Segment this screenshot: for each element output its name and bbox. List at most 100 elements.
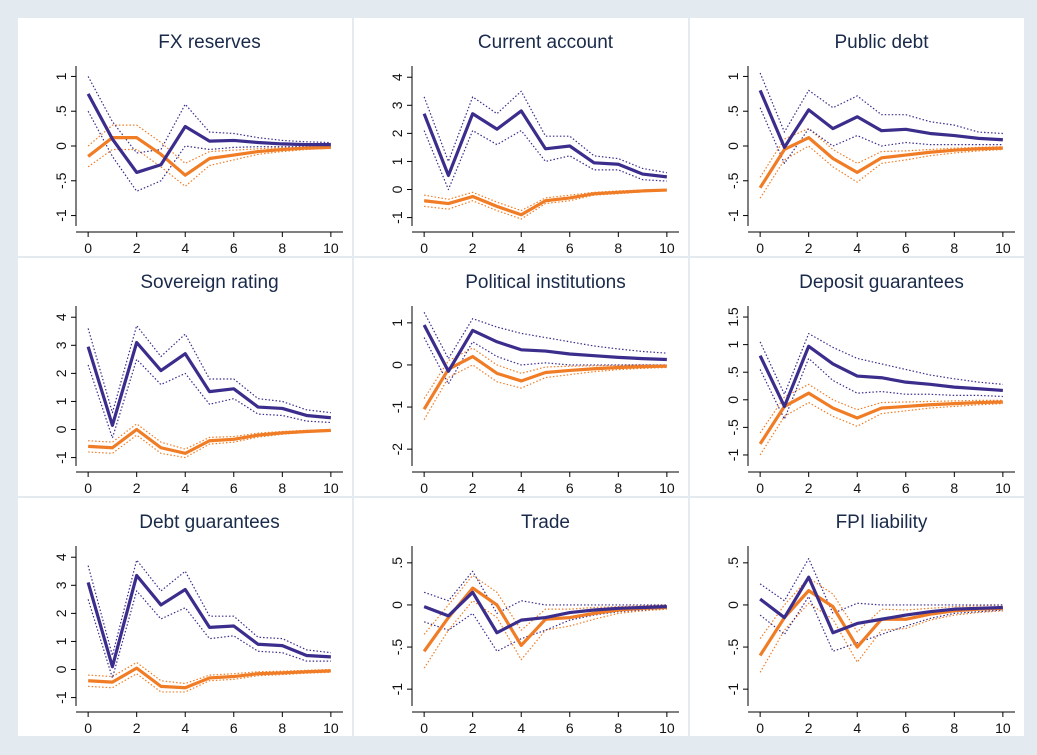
y-tick-label: -1 — [389, 401, 405, 414]
x-tick-label: 2 — [469, 720, 477, 736]
x-tick-label: 10 — [659, 720, 675, 736]
y-tick-label: 0 — [389, 361, 405, 369]
band-line — [88, 423, 331, 450]
x-tick-label: 0 — [84, 720, 92, 736]
x-tick-label: 0 — [420, 720, 428, 736]
x-tick-label: 10 — [659, 240, 675, 256]
y-tick-label: 2 — [53, 609, 69, 617]
x-tick-label: 8 — [614, 240, 622, 256]
panel-background — [354, 258, 688, 496]
response-line — [422, 324, 667, 373]
x-tick-label: 2 — [469, 480, 477, 496]
response-line — [423, 188, 667, 217]
y-tick-label: 0 — [53, 665, 69, 673]
y-tick-label: 2 — [53, 369, 69, 377]
x-tick-label: 8 — [278, 480, 286, 496]
band-line — [87, 76, 331, 154]
panel: FPI liability -1 -.5 0 .5 0 2 4 6 8 10 — [690, 498, 1024, 736]
x-tick-label: 0 — [756, 720, 764, 736]
x-tick-label: 2 — [133, 240, 141, 256]
band-line — [87, 559, 331, 657]
x-tick-label: 6 — [230, 720, 238, 736]
x-tick-label: 6 — [902, 240, 910, 256]
x-tick-label: 4 — [517, 720, 525, 736]
band-line — [423, 337, 667, 385]
y-tick-label: 4 — [53, 313, 69, 321]
x-tick-label: 0 — [756, 240, 764, 256]
x-tick-label: 6 — [566, 480, 574, 496]
x-tick-label: 10 — [995, 720, 1011, 736]
y-tick-label: 1 — [53, 72, 69, 80]
x-tick-label: 8 — [614, 720, 622, 736]
band-line — [759, 401, 1003, 456]
x-tick-label: 2 — [133, 480, 141, 496]
y-tick-label: 0 — [725, 601, 741, 609]
y-tick-label: -.5 — [725, 172, 741, 189]
x-tick-label: 4 — [853, 240, 861, 256]
y-tick-label: -2 — [389, 443, 405, 456]
x-tick-label: 4 — [181, 720, 189, 736]
x-tick-label: 0 — [756, 480, 764, 496]
y-tick-label: 0 — [53, 142, 69, 150]
y-tick-label: 0 — [725, 142, 741, 150]
x-tick-label: 2 — [805, 720, 813, 736]
response-line — [758, 136, 1003, 189]
band-line — [759, 577, 1003, 639]
y-tick-label: 0 — [725, 396, 741, 404]
panel: Debt guarantees -1 0 1 2 3 4 0 2 4 6 8 10 — [18, 498, 352, 736]
response-line — [758, 344, 1003, 409]
panel-title: FX reserves — [158, 32, 260, 53]
y-tick-label: .5 — [725, 105, 741, 117]
band-line — [423, 90, 667, 174]
response-line — [88, 427, 331, 455]
x-tick-label: 6 — [902, 480, 910, 496]
panel-title: Trade — [521, 512, 570, 533]
x-tick-label: 10 — [323, 480, 339, 496]
panel-background — [18, 18, 352, 256]
y-tick-label: 1 — [389, 319, 405, 327]
band-line — [423, 574, 667, 635]
y-tick-label: 3 — [53, 341, 69, 349]
panel-title: Public debt — [834, 32, 929, 53]
y-tick-label: -1 — [53, 691, 69, 704]
x-tick-label: 6 — [902, 720, 910, 736]
x-tick-label: 6 — [566, 720, 574, 736]
panel: Public debt-1-.50.510 2 4 6 8 10 — [690, 18, 1024, 256]
panel-title: Sovereign rating — [140, 272, 278, 293]
response-line — [422, 354, 667, 410]
band-line — [87, 590, 331, 679]
panel: Trade -1 -.5 0 .5 0 2 4 6 8 10 — [354, 498, 688, 736]
y-tick-label: -1 — [389, 211, 405, 224]
panel: FX reserves-1-.50.510 2 4 6 8 10 — [18, 18, 352, 256]
y-tick-label: -1 — [389, 683, 405, 696]
y-tick-label: 1.5 — [725, 307, 741, 327]
x-tick-label: 10 — [323, 240, 339, 256]
x-tick-label: 2 — [469, 240, 477, 256]
y-tick-label: 3 — [53, 581, 69, 589]
band-line — [423, 570, 667, 614]
x-tick-label: 8 — [278, 720, 286, 736]
y-tick-label: -.5 — [725, 419, 741, 436]
panel: Current account -1 0 1 2 3 4 0 2 4 6 8 10 — [354, 18, 688, 256]
x-tick-label: 8 — [278, 240, 286, 256]
y-tick-label: 1 — [53, 637, 69, 645]
x-tick-label: 2 — [805, 240, 813, 256]
band-line — [759, 383, 1003, 434]
x-tick-label: 0 — [420, 240, 428, 256]
band-line — [759, 72, 1003, 135]
band-line — [759, 357, 1003, 420]
x-tick-label: 10 — [659, 480, 675, 496]
band-line — [759, 558, 1003, 614]
x-tick-label: 2 — [133, 720, 141, 736]
x-tick-label: 8 — [614, 480, 622, 496]
y-tick-label: 1 — [725, 72, 741, 80]
response-line — [758, 391, 1003, 445]
response-line — [87, 136, 331, 177]
panel-title: Debt guarantees — [139, 512, 280, 533]
x-tick-label: 0 — [420, 480, 428, 496]
y-tick-label: -.5 — [389, 639, 405, 656]
y-tick-label: .5 — [725, 366, 741, 378]
y-tick-label: -1 — [53, 209, 69, 222]
x-tick-label: 2 — [805, 480, 813, 496]
